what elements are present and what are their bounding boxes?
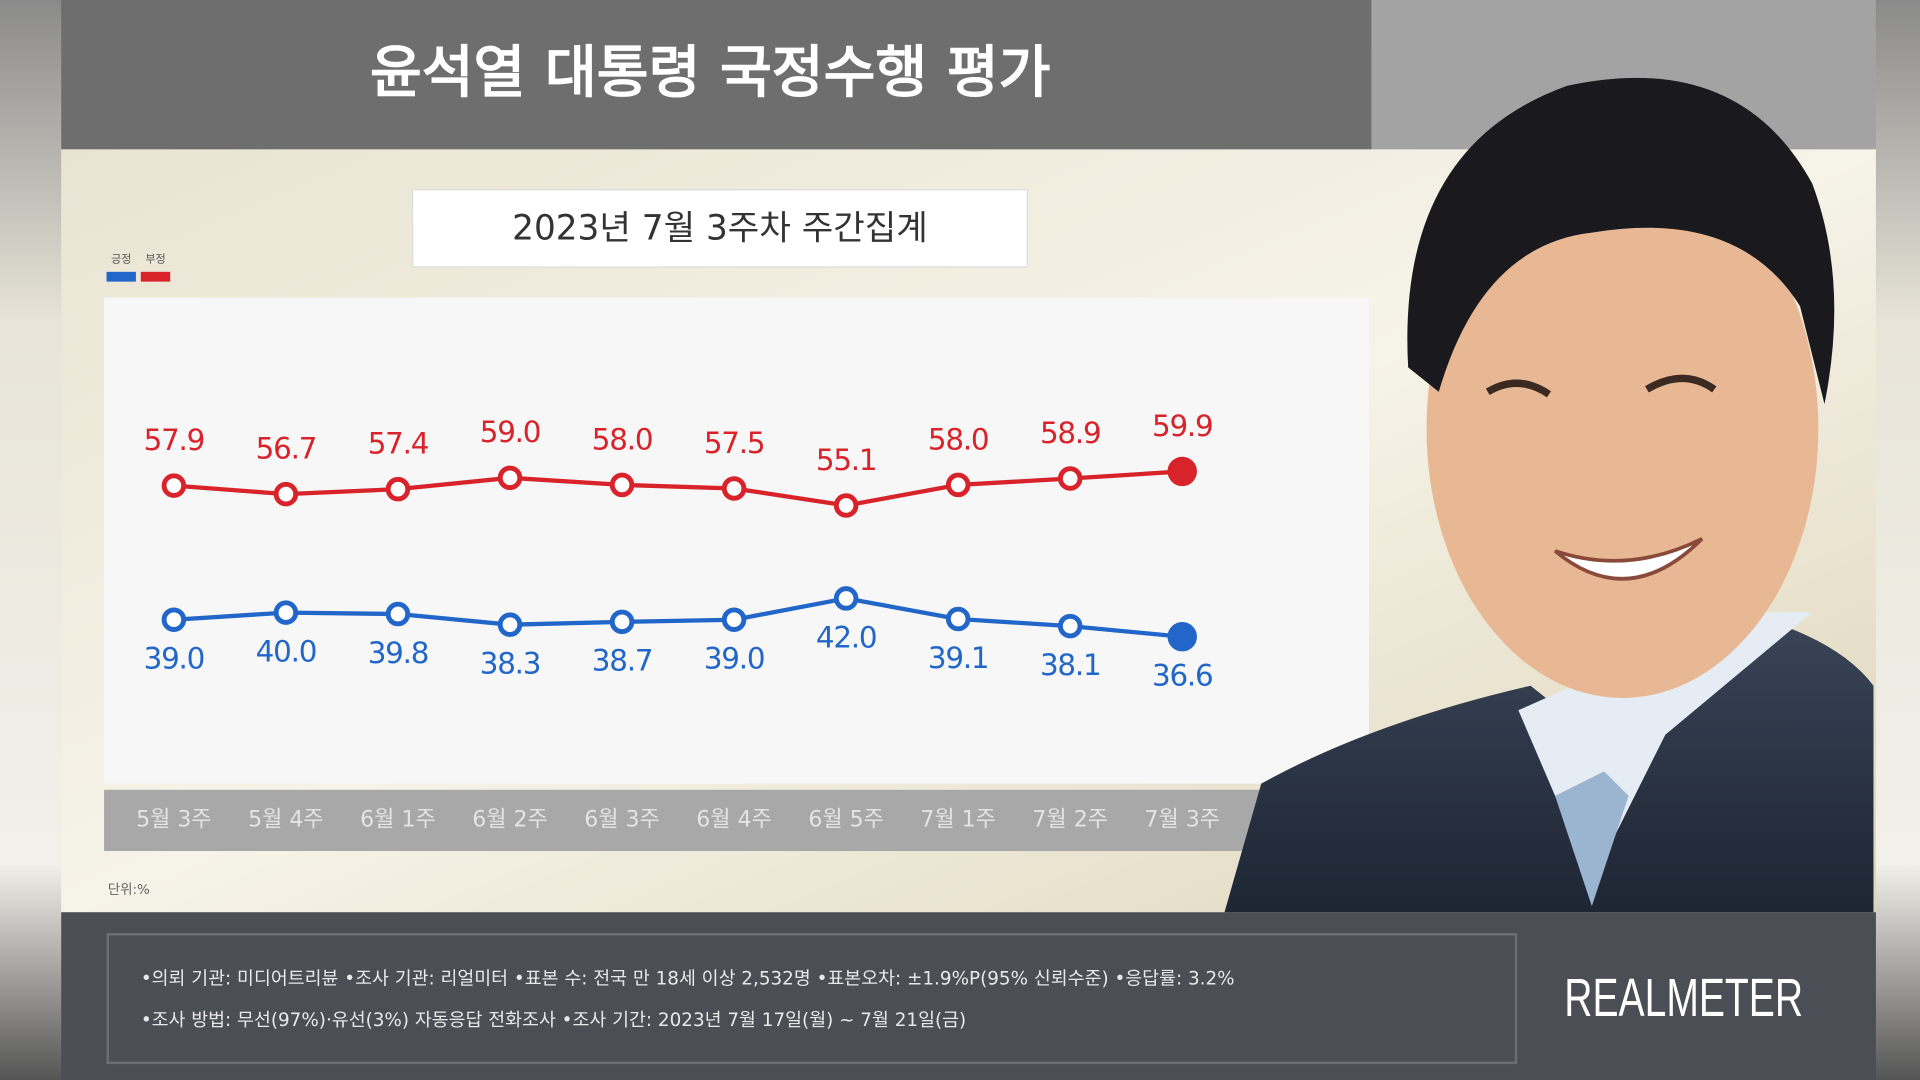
data-point (1057, 466, 1083, 491)
data-point (721, 607, 747, 632)
data-label: 39.1 (928, 641, 989, 675)
chart-title: 윤석열 대통령 국정수행 평가 (370, 41, 1051, 106)
data-label: 59.0 (480, 415, 541, 449)
data-label: 58.0 (592, 422, 653, 456)
data-label: 59.9 (1152, 409, 1213, 443)
data-point (609, 472, 635, 498)
legend-swatch (106, 271, 136, 282)
data-label: 56.7 (256, 432, 317, 466)
data-point (1057, 613, 1083, 639)
data-label: 40.0 (256, 635, 317, 669)
data-label: 42.0 (816, 620, 877, 654)
legend-label: 긍정 (111, 253, 131, 266)
x-tick-label: 6월 4주 (696, 807, 772, 832)
data-point (833, 586, 859, 611)
subtitle: 2023년 7월 3주차 주간집계 (512, 209, 928, 249)
x-tick-label: 5월 4주 (248, 807, 324, 832)
legend-label: 부정 (145, 253, 165, 266)
data-point (497, 465, 523, 491)
category-band (104, 789, 1262, 852)
data-point (273, 481, 299, 507)
data-label: 39.0 (144, 642, 205, 676)
data-point (721, 476, 747, 501)
data-label: 36.6 (1152, 659, 1213, 693)
data-label: 57.4 (368, 427, 429, 461)
source-logo: REALMETER (1564, 968, 1803, 1028)
data-point (497, 612, 523, 637)
series-line (173, 596, 1183, 639)
data-label: 38.3 (480, 647, 541, 681)
data-label: 38.1 (1040, 648, 1101, 682)
x-tick-label: 7월 3주 (1144, 807, 1220, 832)
data-label: 55.1 (816, 443, 877, 477)
data-point (385, 476, 411, 502)
data-label: 58.0 (928, 422, 989, 456)
data-point (1167, 622, 1197, 652)
data-point (609, 609, 635, 635)
data-label: 39.0 (704, 642, 765, 676)
series-line (173, 469, 1183, 508)
data-label: 57.9 (144, 423, 205, 457)
data-point (945, 606, 971, 632)
data-point (161, 473, 187, 498)
footer-band (61, 912, 1876, 1080)
footer-box (106, 933, 1518, 1065)
data-point (161, 607, 187, 632)
subtitle-box (412, 189, 1028, 268)
x-tick-label: 6월 2주 (472, 807, 548, 832)
x-tick-label: 5월 3주 (136, 807, 212, 832)
x-tick-label: 6월 5주 (808, 807, 884, 832)
title-band (61, 0, 1372, 150)
data-label: 58.9 (1040, 416, 1101, 450)
data-label: 39.8 (368, 636, 429, 670)
x-tick-label: 6월 3주 (584, 807, 660, 832)
x-tick-label: 7월 2주 (1032, 807, 1108, 832)
data-label: 38.7 (592, 644, 653, 678)
x-tick-label: 6월 1주 (360, 807, 436, 832)
x-tick-label: 7월 1주 (920, 807, 996, 832)
footnote: •조사 방법: 무선(97%)·유선(3%) 자동응답 전화조사 •조사 기간:… (141, 1010, 966, 1031)
portrait (1224, 77, 1874, 913)
data-point (273, 600, 299, 625)
data-point (1167, 456, 1197, 487)
plot-area (104, 297, 1369, 784)
footnote: •의뢰 기관: 미디어트리뷴 •조사 기관: 리얼미터 •표본 수: 전국 만 … (141, 969, 1235, 990)
data-point (945, 472, 971, 498)
data-label: 57.5 (704, 426, 765, 460)
unit-label: 단위:% (108, 882, 150, 898)
legend-swatch (140, 271, 171, 282)
data-point (833, 493, 859, 518)
data-point (385, 601, 411, 627)
